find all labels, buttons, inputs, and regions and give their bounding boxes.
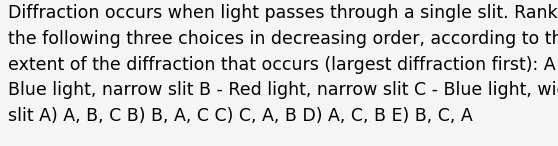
Text: Diffraction occurs when light passes through a single slit. Rank
the following t: Diffraction occurs when light passes thr… — [8, 4, 558, 125]
